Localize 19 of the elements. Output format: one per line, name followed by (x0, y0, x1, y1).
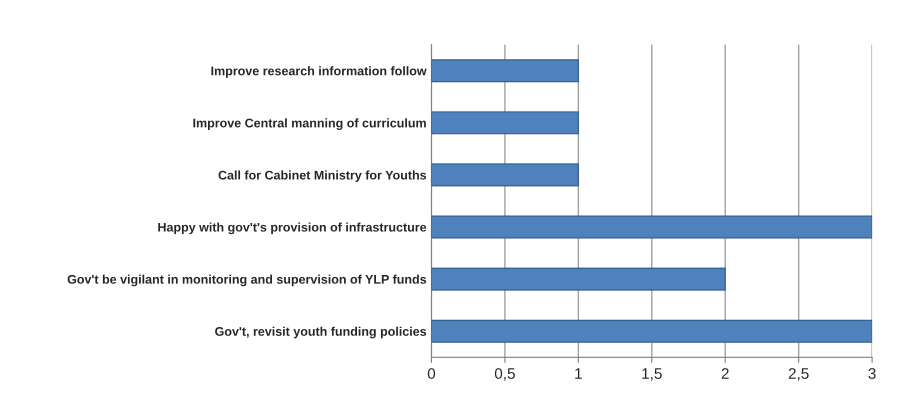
y-tick-label: Happy with gov't's provision of infrastructure (158, 222, 426, 234)
y-tick-label: Gov't be vigilant in monitoring and supervision of YLP funds (68, 274, 426, 286)
bar (431, 163, 579, 186)
x-tick-label: 1 (575, 368, 582, 379)
bar (431, 59, 579, 82)
y-tick-label: Gov't, revisit youth funding policies (215, 326, 426, 338)
x-tick-label: 2,5 (788, 368, 809, 381)
x-tick-label: 2 (722, 368, 729, 379)
bar (431, 320, 872, 343)
x-tick-label: 0 (428, 368, 436, 379)
bar (431, 268, 726, 291)
y-tick-label: Improve Central manning of curriculum (193, 118, 426, 130)
x-tick-label: 3 (868, 368, 876, 379)
y-tick-label: Call for Cabinet Ministry for Youths (218, 170, 426, 182)
x-tick-label: 0,5 (494, 368, 515, 381)
x-tick-label: 1,5 (642, 368, 662, 381)
y-tick-label: Improve research information follow (211, 66, 427, 78)
bar (431, 216, 872, 239)
bar (431, 111, 579, 134)
